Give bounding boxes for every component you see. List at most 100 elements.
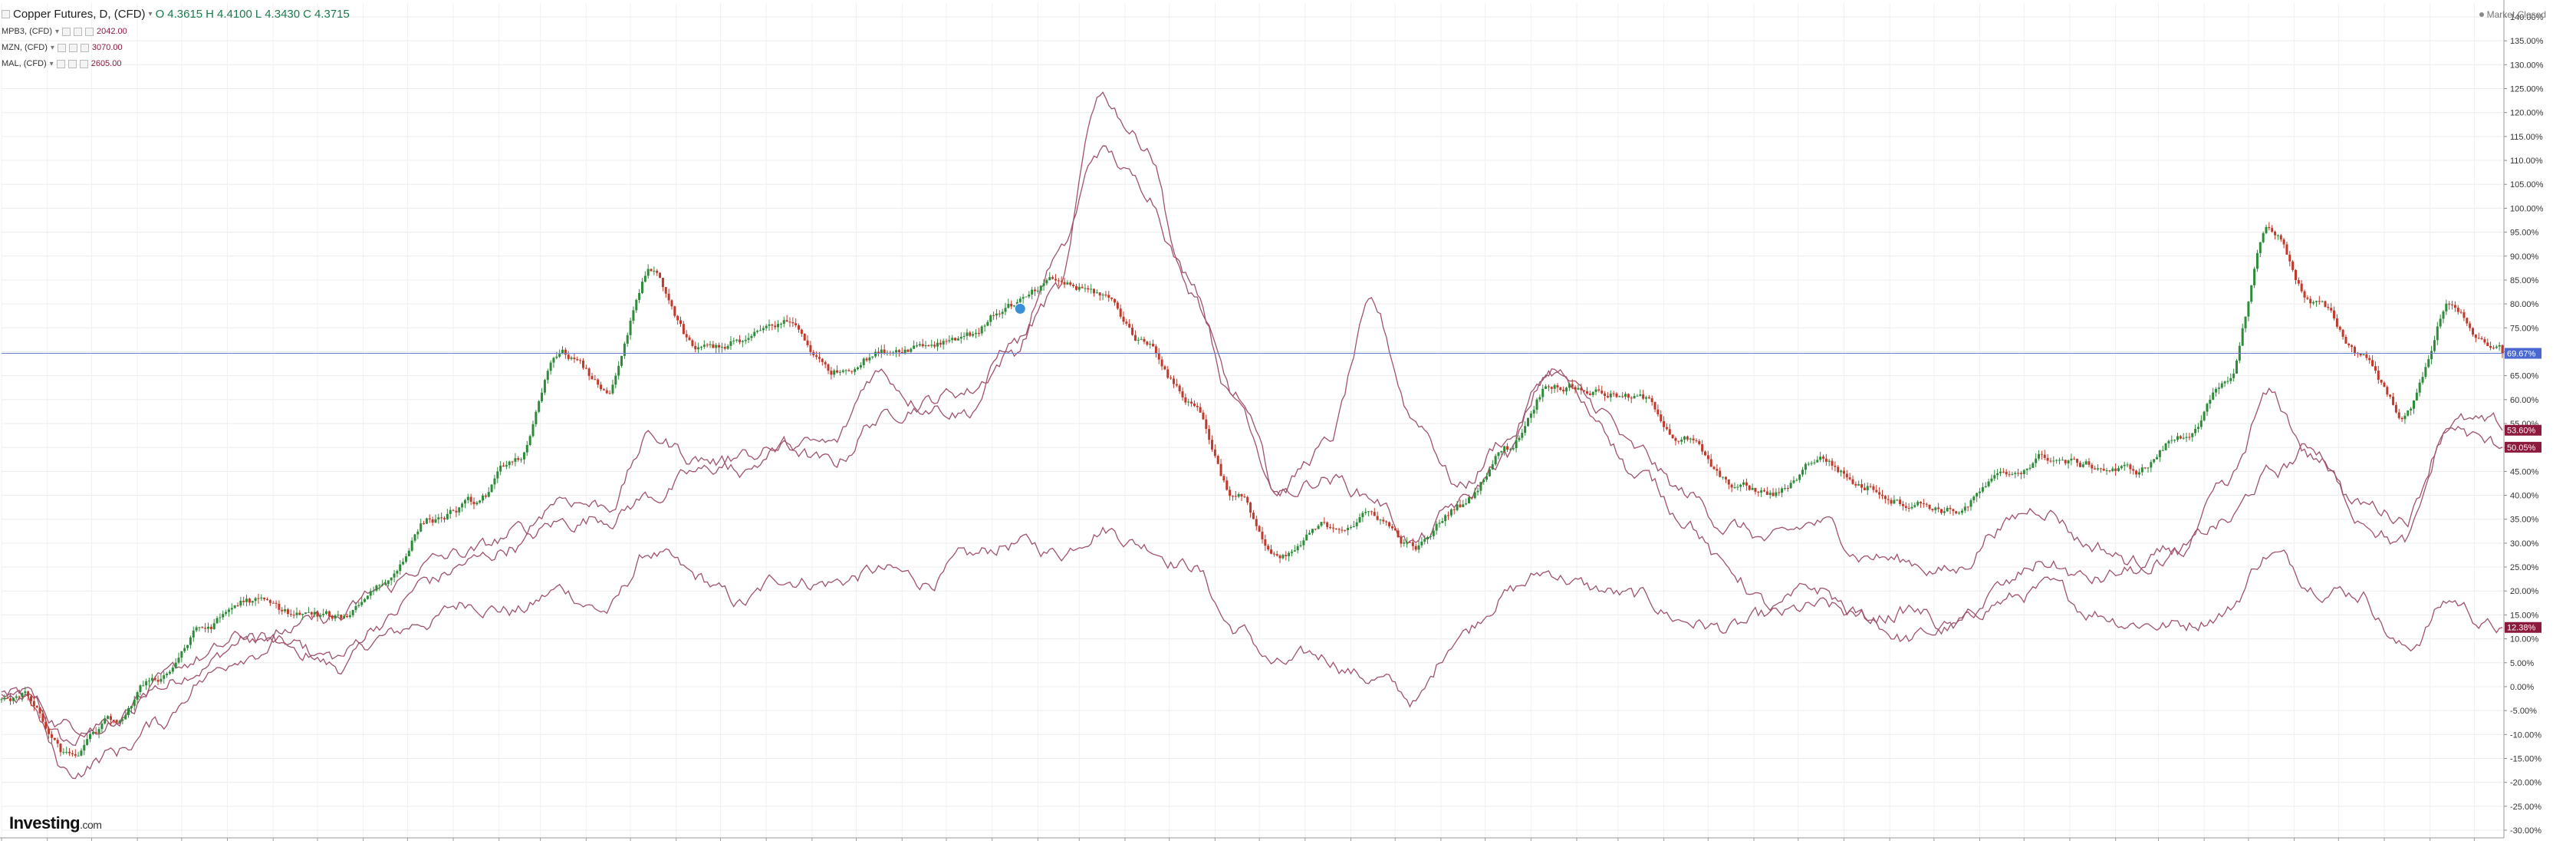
candle-body — [1326, 522, 1329, 528]
y-tick-label: 125.00% — [2510, 85, 2544, 94]
candle-body — [1674, 438, 1677, 441]
candle-body — [15, 696, 18, 698]
candle-body — [1166, 369, 1170, 378]
candle-body — [1996, 473, 1999, 476]
candle-body — [640, 282, 643, 293]
candle-body — [387, 580, 390, 585]
candle-body — [177, 658, 180, 663]
candle-body — [883, 349, 886, 354]
candle-body — [1229, 490, 1232, 496]
candle-body — [1146, 341, 1149, 345]
candle-body — [874, 351, 877, 357]
candle-body — [1722, 476, 1725, 478]
high-label: H — [206, 8, 214, 21]
candle-body — [927, 345, 930, 347]
candle-body — [2410, 408, 2413, 410]
candle-body — [2025, 468, 2028, 470]
candle-body — [80, 750, 83, 756]
chevron-down-icon[interactable]: ▾ — [49, 59, 54, 68]
candle-body — [2324, 301, 2327, 307]
candle-body — [1001, 312, 1004, 315]
candle-body — [538, 401, 541, 412]
chart-title[interactable]: Copper Futures, D, (CFD) — [13, 8, 146, 21]
candle-body — [1872, 486, 1875, 490]
candle-body — [1344, 529, 1347, 531]
candle-body — [2327, 306, 2330, 308]
candle-body — [729, 341, 732, 346]
visibility-icon[interactable] — [68, 43, 77, 52]
candle-body — [2156, 457, 2159, 460]
candle-body — [1010, 303, 1013, 307]
candle-body — [1816, 460, 1819, 463]
candle-body — [635, 299, 638, 311]
candle-body — [838, 371, 841, 373]
candle-body — [2052, 460, 2055, 462]
candle-body — [1963, 506, 1966, 511]
candle-body — [1095, 292, 1098, 294]
candle-body — [906, 349, 910, 352]
candle-body — [1240, 494, 1243, 497]
series-value-badge: 53.60% — [2507, 427, 2536, 436]
candle-body — [977, 332, 980, 334]
candle-body — [2229, 377, 2232, 381]
candle-body — [2362, 354, 2365, 356]
candle-body — [549, 362, 552, 371]
overlay-symbol[interactable]: MPB3, (CFD) — [2, 27, 52, 36]
settings-icon[interactable] — [56, 59, 65, 68]
candle-body — [399, 564, 402, 572]
overlay-row-mpb3[interactable]: MPB3, (CFD) ▾ 2042.00 — [2, 27, 127, 36]
candle-body — [1243, 496, 1246, 498]
candle-body — [2223, 381, 2226, 384]
candle-body — [2114, 468, 2117, 471]
candle-body — [59, 743, 62, 753]
candle-body — [1270, 549, 1273, 554]
candle-body — [1057, 280, 1060, 282]
overlay-symbol[interactable]: MZN, (CFD) — [2, 43, 48, 52]
candle-body — [458, 507, 461, 513]
overlay-symbol[interactable]: MAL, (CFD) — [2, 59, 47, 68]
candle-body — [1432, 530, 1435, 536]
candle-body — [2194, 429, 2197, 434]
visibility-icon[interactable] — [74, 27, 83, 36]
close-icon[interactable] — [85, 27, 94, 36]
candle-body — [1695, 440, 1698, 441]
candle-body — [1275, 554, 1278, 556]
candle-body — [1597, 389, 1601, 391]
close-icon[interactable] — [79, 59, 88, 68]
candle-body — [1594, 389, 1597, 392]
candle-body — [2466, 318, 2469, 324]
settings-icon[interactable] — [62, 27, 71, 36]
y-tick-label: 0.00% — [2510, 683, 2534, 692]
y-tick-label: 115.00% — [2510, 133, 2543, 142]
candle-body — [2094, 468, 2097, 470]
chevron-down-icon[interactable]: ▾ — [148, 10, 153, 18]
chevron-down-icon[interactable]: ▾ — [50, 43, 54, 52]
candle-body — [2217, 387, 2220, 389]
candle-body — [484, 495, 487, 497]
candle-body — [525, 444, 528, 453]
overlay-row-mzn[interactable]: MZN, (CFD) ▾ 3070.00 — [2, 43, 123, 52]
candle-body — [2415, 392, 2418, 401]
investing-logo[interactable]: Investing.com — [9, 813, 102, 833]
collapse-icon[interactable] — [2, 10, 10, 18]
candle-body — [1452, 509, 1456, 510]
candle-body — [661, 278, 664, 288]
candle-body — [1848, 477, 1851, 480]
overlay-row-mal[interactable]: MAL, (CFD) ▾ 2605.00 — [2, 59, 121, 68]
close-icon[interactable] — [80, 43, 89, 52]
candle-body — [115, 720, 118, 723]
candle-body — [2338, 326, 2341, 330]
y-tick-label: 35.00% — [2510, 516, 2539, 525]
settings-icon[interactable] — [57, 43, 66, 52]
candle-body — [1783, 488, 1786, 490]
candle-body — [2235, 360, 2238, 374]
visibility-icon[interactable] — [67, 59, 77, 68]
chevron-down-icon[interactable]: ▾ — [55, 27, 60, 36]
candle-body — [2397, 412, 2400, 418]
candle-body — [1408, 542, 1411, 543]
candle-body — [626, 335, 629, 344]
candle-body — [2333, 310, 2336, 318]
candle-body — [1449, 509, 1452, 516]
